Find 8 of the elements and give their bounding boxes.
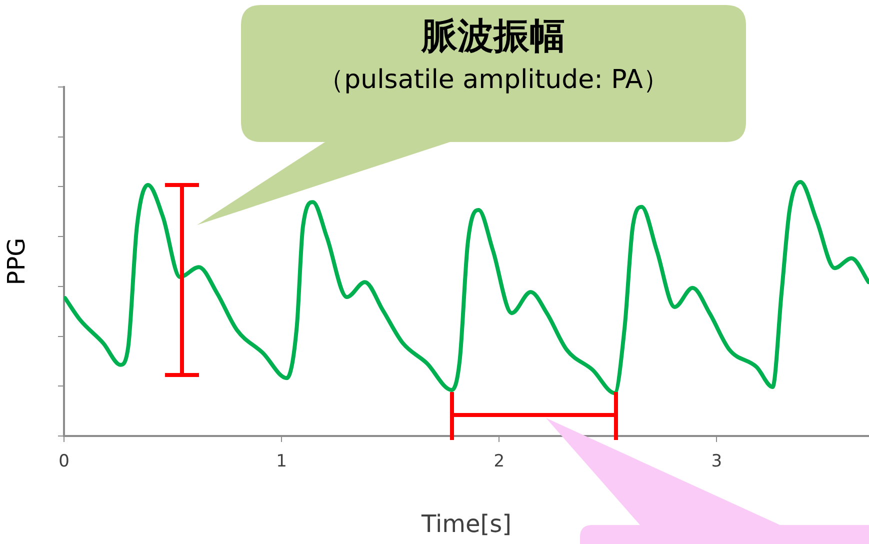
x-tick-label: 0 bbox=[58, 452, 70, 472]
y-axis-title: PPG bbox=[2, 238, 31, 286]
x-tick-label: 2 bbox=[494, 452, 505, 472]
x-tick-label: 1 bbox=[276, 452, 287, 472]
text: 脈波振幅 bbox=[420, 15, 566, 59]
x-tick-label: 3 bbox=[711, 452, 722, 472]
x-axis-title: Time[s] bbox=[420, 510, 512, 538]
text: （pulsatile amplitude: PA） bbox=[317, 64, 670, 97]
